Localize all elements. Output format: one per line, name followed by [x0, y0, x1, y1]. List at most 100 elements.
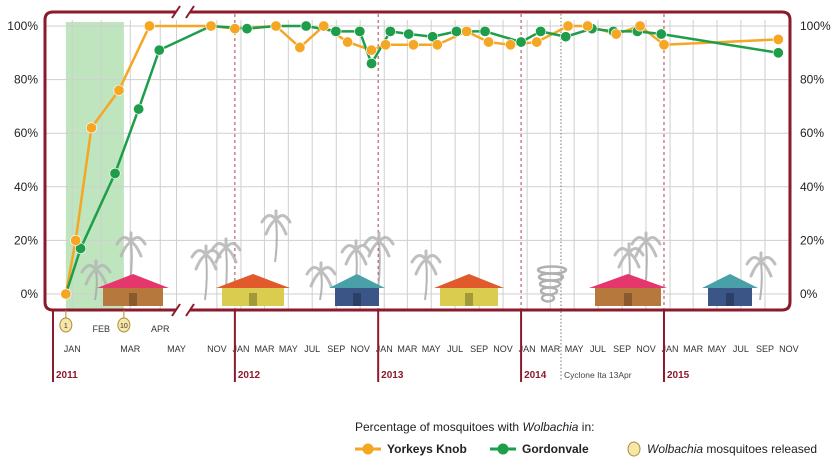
house-icon [702, 274, 758, 306]
data-point-yorkeys-knob [342, 36, 354, 48]
palm-frond [264, 218, 278, 236]
plot-frame-left [43, 10, 176, 312]
x-tick-label: JAN [519, 344, 536, 354]
house-wall [222, 288, 284, 306]
x-tick-label: MAR [397, 344, 418, 354]
house-door [624, 293, 632, 306]
y-tick-label-left: 40% [14, 180, 38, 194]
palm-frond [749, 260, 763, 278]
axis-break-mark [171, 5, 181, 19]
y-tick-label-right: 40% [800, 180, 824, 194]
palm-tree-icon [305, 261, 337, 301]
house-wall [595, 288, 661, 306]
release-marker-bulb [117, 317, 131, 333]
data-point-yorkeys-knob [113, 84, 125, 96]
house-icon [329, 274, 385, 306]
y-tick-label-right: 100% [800, 19, 831, 33]
x-tick-label: SEP [613, 344, 631, 354]
x-tick-label: MAR [254, 344, 275, 354]
palm-trunk [204, 254, 208, 301]
x-tick-label: SEP [756, 344, 774, 354]
x-tick-label: MAY [565, 344, 584, 354]
data-point-gordonvale [655, 28, 667, 40]
cyclone-swirl [540, 293, 556, 303]
y-tick-label-left: 80% [14, 73, 38, 87]
house-wall [335, 288, 379, 306]
palm-trunk [94, 269, 98, 301]
y-tick-label-right: 20% [800, 233, 824, 247]
data-point-yorkeys-knob [582, 20, 594, 32]
data-point-gordonvale [560, 31, 572, 43]
data-point-yorkeys-knob [229, 23, 241, 35]
data-point-gordonvale [133, 103, 145, 115]
palm-trunk [319, 271, 323, 301]
data-point-yorkeys-knob [85, 122, 97, 134]
house-roof [97, 274, 169, 288]
x-tick-label: NOV [207, 344, 227, 354]
axis-break-mark [185, 5, 195, 19]
release-marker-icon: 10 [117, 310, 131, 333]
data-point-gordonvale [330, 25, 342, 37]
legend-item-label: Gordonvale [522, 442, 589, 456]
cyclone-annotation: Cyclone Ita 13Apr [564, 370, 632, 380]
data-point-yorkeys-knob [407, 39, 419, 51]
release-legend-label: Wolbachia mosquitoes released [647, 442, 817, 456]
house-icon [216, 274, 290, 306]
palm-tree-icon [80, 259, 112, 301]
data-point-yorkeys-knob [366, 44, 378, 56]
x-tick-label: NOV [636, 344, 656, 354]
y-tick-label-left: 0% [21, 287, 39, 301]
release-marker-icon: 1 [59, 310, 73, 333]
data-point-gordonvale [384, 25, 396, 37]
house-icon [97, 274, 169, 306]
x-tick-label: JAN [64, 344, 81, 354]
x-tick-label: JUL [733, 344, 749, 354]
series-line-gordonvale [64, 24, 779, 295]
y-tick-label-left: 100% [7, 19, 38, 33]
data-point-gordonvale [403, 28, 415, 40]
x-tick-label: JAN [376, 344, 393, 354]
x-tick-label: APR [151, 324, 170, 334]
data-point-gordonvale [479, 25, 491, 37]
data-point-gordonvale [366, 58, 378, 70]
legend-swatch-marker [362, 443, 374, 455]
x-tick-label: MAR [683, 344, 704, 354]
y-tick-label-right: 60% [800, 126, 824, 140]
palm-frond [367, 240, 381, 258]
data-point-gordonvale [109, 167, 121, 179]
house-door [249, 293, 257, 306]
house-door [129, 293, 137, 306]
house-roof [434, 274, 504, 288]
house-icon [589, 274, 667, 306]
y-tick-label-left: 60% [14, 126, 38, 140]
palm-tree-icon [260, 209, 292, 263]
x-tick-label: JUL [304, 344, 320, 354]
x-tick-label: NOV [350, 344, 370, 354]
x-tick-label: SEP [327, 344, 345, 354]
house-wall [103, 288, 163, 306]
data-point-yorkeys-knob [483, 36, 495, 48]
data-point-yorkeys-knob [143, 20, 155, 32]
data-point-gordonvale [75, 242, 87, 254]
data-point-gordonvale [354, 25, 366, 37]
release-legend-icon [627, 441, 641, 457]
release-marker-bulb [59, 317, 73, 333]
year-label: 2013 [381, 370, 404, 381]
house-door [726, 293, 734, 306]
data-point-yorkeys-knob [60, 288, 72, 300]
house-wall [708, 288, 752, 306]
x-tick-label: MAY [167, 344, 186, 354]
data-point-yorkeys-knob [270, 20, 282, 32]
data-point-yorkeys-knob [658, 39, 670, 51]
cyclone-icon [536, 265, 568, 303]
palm-frond [194, 253, 208, 271]
year-label: 2012 [238, 370, 261, 381]
plot-frame-right [190, 10, 792, 312]
data-point-yorkeys-knob [461, 25, 473, 37]
palm-trunk [759, 261, 763, 301]
x-tick-label: MAY [708, 344, 727, 354]
y-tick-label-right: 80% [800, 73, 824, 87]
data-point-yorkeys-knob [431, 39, 443, 51]
